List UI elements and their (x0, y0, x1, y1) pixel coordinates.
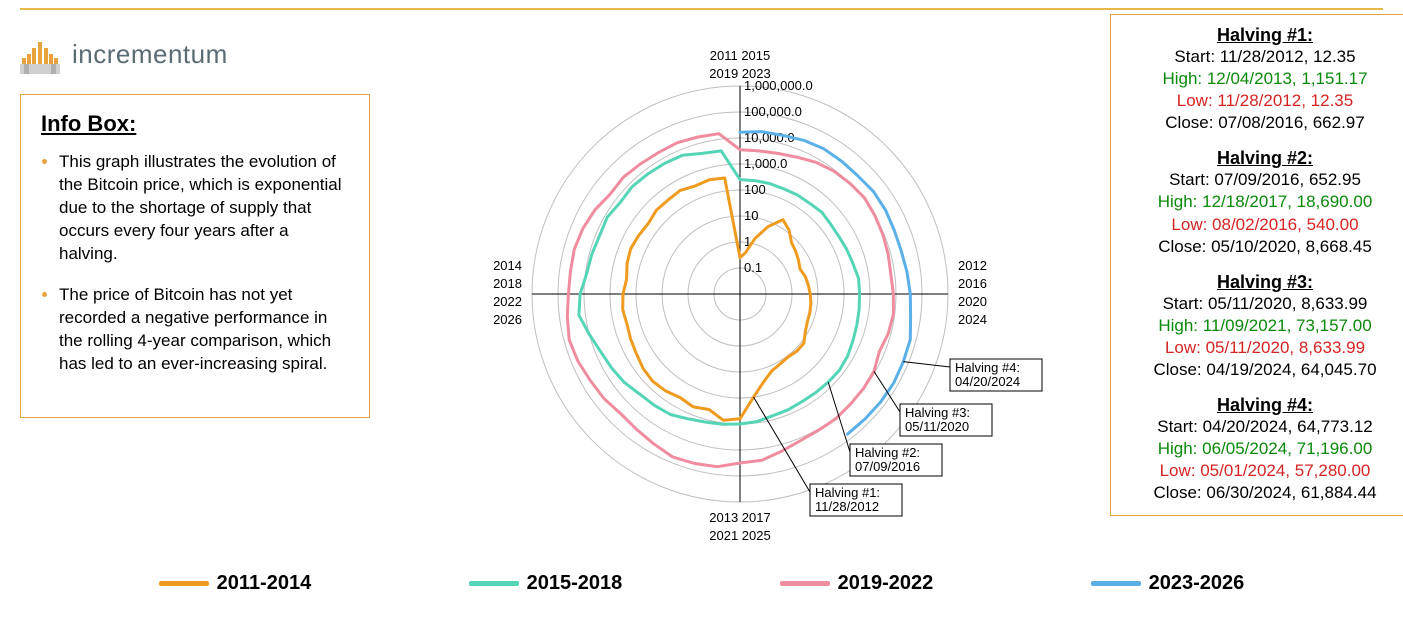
halving-low: Low: 05/11/2020, 8,633.99 (1117, 337, 1403, 359)
svg-text:Halving #1:: Halving #1: (815, 485, 880, 500)
left-column: incrementum Info Box: This graph illustr… (20, 14, 370, 418)
right-column: Halving #1:Start: 11/28/2012, 12.35High:… (1110, 14, 1403, 516)
svg-text:100: 100 (744, 182, 766, 197)
halving-group: Halving #3:Start: 05/11/2020, 8,633.99Hi… (1117, 272, 1403, 381)
chart-column: 0.11101001,000.010,000.0100,000.01,000,0… (390, 14, 1090, 554)
legend-swatch (159, 581, 209, 586)
halving-high: High: 11/09/2021, 73,157.00 (1117, 315, 1403, 337)
svg-text:05/11/2020: 05/11/2020 (905, 419, 969, 434)
halving-title: Halving #4: (1117, 395, 1403, 416)
svg-text:2012: 2012 (958, 258, 987, 273)
svg-text:07/09/2016: 07/09/2016 (855, 459, 920, 474)
legend-swatch (780, 581, 830, 586)
halving-group: Halving #1:Start: 11/28/2012, 12.35High:… (1117, 25, 1403, 134)
legend-label: 2023-2026 (1149, 572, 1245, 595)
halving-low: Low: 05/01/2024, 57,280.00 (1117, 460, 1403, 482)
halving-close: Close: 06/30/2024, 61,884.44 (1117, 482, 1403, 504)
brand-logo-icon (20, 34, 60, 74)
brand: incrementum (20, 34, 370, 74)
info-box-list: This graph illustrates the evolution of … (41, 151, 349, 375)
top-divider (20, 8, 1383, 10)
svg-text:2018: 2018 (493, 276, 522, 291)
halving-close: Close: 04/19/2024, 64,045.70 (1117, 359, 1403, 381)
svg-text:2016: 2016 (958, 276, 987, 291)
halving-high: High: 06/05/2024, 71,196.00 (1117, 438, 1403, 460)
legend-item: 2015-2018 (469, 572, 623, 595)
svg-text:2013 2017: 2013 2017 (709, 510, 770, 525)
halving-low: Low: 11/28/2012, 12.35 (1117, 90, 1403, 112)
svg-text:04/20/2024: 04/20/2024 (955, 374, 1020, 389)
halving-close: Close: 05/10/2020, 8,668.45 (1117, 236, 1403, 258)
halving-start: Start: 07/09/2016, 652.95 (1117, 169, 1403, 191)
svg-text:2020: 2020 (958, 294, 987, 309)
legend-swatch (1091, 581, 1141, 586)
svg-text:2022: 2022 (493, 294, 522, 309)
halving-start: Start: 04/20/2024, 64,773.12 (1117, 416, 1403, 438)
halving-start: Start: 05/11/2020, 8,633.99 (1117, 293, 1403, 315)
svg-text:1,000.0: 1,000.0 (744, 156, 787, 171)
svg-text:Halving #4:: Halving #4: (955, 360, 1020, 375)
legend-label: 2011-2014 (217, 572, 312, 595)
info-box-bullet: The price of Bitcoin has not yet recorde… (59, 284, 349, 376)
legend-swatch (469, 581, 519, 586)
svg-text:Halving #3:: Halving #3: (905, 405, 970, 420)
halving-title: Halving #3: (1117, 272, 1403, 293)
legend-label: 2015-2018 (527, 572, 623, 595)
svg-text:2011 2015: 2011 2015 (710, 48, 771, 63)
svg-text:2021 2025: 2021 2025 (709, 528, 770, 543)
svg-text:Halving #2:: Halving #2: (855, 445, 920, 460)
polar-chart: 0.11101001,000.010,000.0100,000.01,000,0… (390, 14, 1090, 554)
chart-legend: 2011-2014 2015-2018 2019-2022 2023-2026 (20, 572, 1383, 595)
halving-group: Halving #4:Start: 04/20/2024, 64,773.12H… (1117, 395, 1403, 504)
halving-high: High: 12/04/2013, 1,151.17 (1117, 68, 1403, 90)
legend-label: 2019-2022 (838, 572, 934, 595)
legend-item: 2011-2014 (159, 572, 312, 595)
halving-high: High: 12/18/2017, 18,690.00 (1117, 191, 1403, 213)
svg-text:2019 2023: 2019 2023 (709, 66, 770, 81)
info-box-bullet: This graph illustrates the evolution of … (59, 151, 349, 266)
main-layout: incrementum Info Box: This graph illustr… (20, 14, 1383, 554)
halving-group: Halving #2:Start: 07/09/2016, 652.95High… (1117, 148, 1403, 257)
legend-item: 2023-2026 (1091, 572, 1245, 595)
svg-text:100,000.0: 100,000.0 (744, 104, 802, 119)
legend-item: 2019-2022 (780, 572, 934, 595)
svg-text:2014: 2014 (493, 258, 522, 273)
halving-low: Low: 08/02/2016, 540.00 (1117, 214, 1403, 236)
info-box-title: Info Box: (41, 111, 349, 137)
halving-title: Halving #2: (1117, 148, 1403, 169)
svg-text:2024: 2024 (958, 312, 987, 327)
svg-text:11/28/2012: 11/28/2012 (815, 499, 879, 514)
halving-start: Start: 11/28/2012, 12.35 (1117, 46, 1403, 68)
halving-summary-box: Halving #1:Start: 11/28/2012, 12.35High:… (1110, 14, 1403, 516)
info-box: Info Box: This graph illustrates the evo… (20, 94, 370, 418)
svg-text:2026: 2026 (493, 312, 522, 327)
halving-close: Close: 07/08/2016, 662.97 (1117, 112, 1403, 134)
svg-text:0.1: 0.1 (744, 260, 762, 275)
svg-text:10: 10 (744, 208, 758, 223)
halving-title: Halving #1: (1117, 25, 1403, 46)
brand-name: incrementum (72, 39, 228, 70)
